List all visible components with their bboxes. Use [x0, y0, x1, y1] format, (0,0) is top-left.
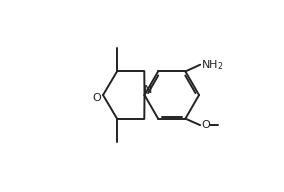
- Text: NH$_2$: NH$_2$: [201, 58, 224, 72]
- Text: O: O: [92, 93, 101, 103]
- Text: N: N: [144, 85, 152, 95]
- Text: O: O: [201, 120, 210, 130]
